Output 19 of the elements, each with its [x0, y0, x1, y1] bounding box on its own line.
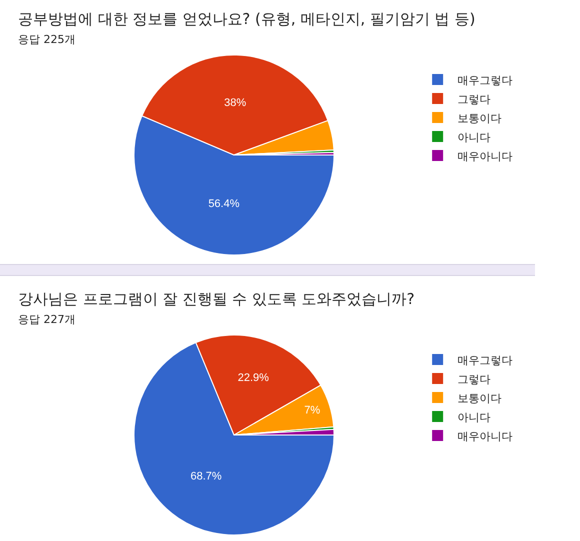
legend-label: 보통이다 [458, 392, 502, 405]
legend-label: 아니다 [458, 410, 491, 424]
legend-label: 매우아니다 [458, 150, 513, 163]
data-label: 56.4% [208, 198, 240, 210]
legend-label: 매우그렇다 [458, 74, 513, 87]
legend-label: 매우그렇다 [458, 354, 513, 367]
legend-label: 보통이다 [458, 112, 502, 125]
legend-label: 매우아니다 [458, 430, 513, 443]
legend-label: 그렇다 [458, 372, 491, 386]
data-label: 38% [224, 97, 246, 110]
data-label: 68.7% [190, 470, 222, 483]
chart-title: 강사님은 프로그램이 잘 진행될 수 있도록 도와주었습니까? [18, 289, 416, 310]
data-label: 22.9% [238, 372, 270, 384]
legend-label: 아니다 [458, 130, 491, 144]
legend-label: 그렇다 [458, 92, 491, 106]
chart-subtitle: 응답 227개 [18, 312, 76, 328]
chart-title: 공부방법에 대한 정보를 얻었나요? (유형, 메타인지, 필기암기 법 등) [18, 9, 476, 30]
data-label: 7% [304, 404, 320, 417]
chart-subtitle: 응답 225개 [18, 32, 76, 48]
